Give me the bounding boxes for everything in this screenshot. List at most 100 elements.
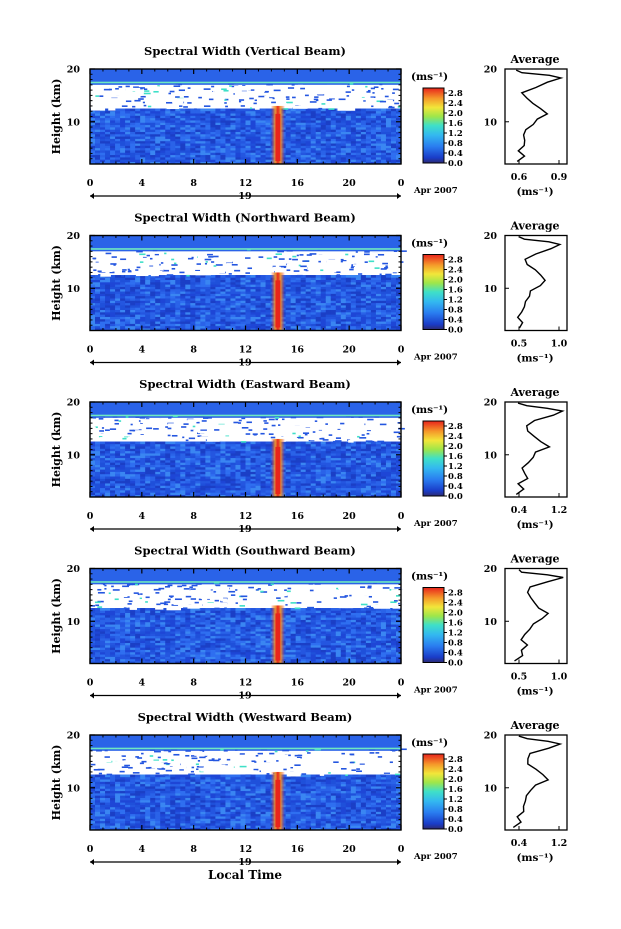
heatmap-cell	[110, 487, 116, 491]
heatmap-cell	[155, 115, 161, 119]
heatmap-cell	[230, 480, 236, 484]
heatmap-speckle	[208, 256, 214, 258]
heatmap-cell	[255, 140, 261, 144]
heatmap-cell	[150, 476, 156, 479]
y-tick-label: 10	[67, 284, 81, 295]
heatmap-cell	[150, 284, 156, 287]
heatmap-cell	[95, 450, 101, 454]
heatmap-speckle	[143, 88, 148, 91]
heatmap-cell	[120, 108, 126, 112]
heatmap-cell	[130, 279, 136, 283]
heatmap-cell	[130, 321, 136, 324]
heatmap-cell	[90, 471, 96, 475]
heatmap-cell	[185, 460, 191, 463]
heatmap-cell	[100, 157, 106, 160]
heatmap-cell	[210, 288, 216, 292]
heatmap-cell	[235, 282, 241, 285]
heatmap-cell	[345, 295, 352, 299]
heatmap-cell	[305, 293, 312, 297]
heatmap-speckle	[224, 98, 229, 101]
heatmap-cell	[310, 314, 317, 317]
heatmap-cell	[210, 441, 216, 445]
heatmap-cell	[195, 275, 201, 278]
heatmap-cell	[215, 487, 221, 491]
heatmap-speckle	[111, 256, 117, 258]
heatmap-cell	[310, 316, 317, 320]
heatmap-cell	[140, 328, 146, 331]
heatmap-cell	[235, 152, 241, 156]
heatmap-cell	[210, 131, 216, 135]
heatmap-cell	[170, 462, 176, 465]
heatmap-cell	[150, 323, 156, 327]
heatmap-cell	[325, 295, 332, 299]
heatmap-cell	[255, 159, 261, 162]
heatmap-cell	[395, 145, 402, 149]
heatmap-cell	[315, 157, 322, 160]
heatmap-cell	[95, 492, 101, 495]
heatmap-cell	[295, 157, 301, 160]
heatmap-cell	[105, 295, 111, 299]
heatmap-cell	[325, 147, 332, 151]
heatmap-speckle	[223, 89, 229, 92]
heatmap-cell	[265, 450, 271, 454]
heatmap-cell	[200, 152, 206, 156]
heatmap-cell	[145, 457, 151, 461]
heatmap-cell	[395, 117, 402, 121]
heatmap-cell	[110, 305, 116, 308]
heatmap-cell	[300, 318, 306, 322]
heatmap-cell	[110, 293, 116, 297]
heatmap-cell	[370, 288, 377, 292]
heatmap-cell	[360, 300, 367, 304]
missing-data-gap	[136, 272, 149, 277]
heatmap-cell	[320, 133, 327, 137]
heatmap-cell	[230, 288, 236, 292]
heatmap-cell	[365, 279, 372, 283]
colorbar-tick-label: 2.8	[448, 256, 463, 266]
heatmap-cell	[235, 309, 241, 313]
heatmap-cell	[105, 300, 111, 304]
heatmap-cell	[140, 494, 146, 498]
missing-data-gap	[307, 265, 319, 271]
heatmap-cell	[215, 120, 221, 123]
heatmap-cell	[135, 455, 141, 459]
heatmap-cell	[255, 291, 261, 294]
heatmap-cell	[130, 161, 136, 165]
heatmap-cell	[105, 483, 111, 486]
heatmap-cell	[160, 291, 166, 294]
heatmap-speckle	[231, 263, 238, 266]
heatmap-cell	[230, 161, 236, 165]
heatmap-cell	[285, 145, 291, 149]
heatmap-cell	[370, 150, 377, 153]
heatmap-cell	[180, 282, 186, 285]
heatmap-cell	[195, 277, 201, 281]
heatmap-cell	[210, 443, 216, 447]
heatmap-cell	[245, 485, 251, 489]
heatmap-cell	[180, 302, 186, 306]
heatmap-cell	[335, 323, 342, 327]
heatmap-cell	[210, 316, 216, 320]
heatmap-cell	[170, 120, 176, 123]
heatmap-cell	[355, 291, 362, 294]
heatmap-cell	[170, 282, 176, 285]
heatmap-cell	[370, 143, 377, 146]
heatmap-cell	[125, 127, 131, 130]
heatmap-cell	[210, 485, 216, 489]
heatmap-cell	[235, 131, 241, 135]
heatmap-cell	[205, 295, 211, 299]
heatmap-cell	[360, 127, 367, 130]
heatmap-cell	[145, 140, 151, 144]
heatmap-cell	[370, 113, 377, 116]
x-tick-label: 12	[239, 345, 252, 356]
heatmap-cell	[110, 321, 116, 324]
heatmap-speckle	[171, 264, 178, 266]
heatmap-cell	[205, 312, 211, 315]
heatmap-cell	[205, 138, 211, 142]
heatmap-cell	[185, 328, 191, 331]
heatmap-cell	[300, 464, 306, 468]
heatmap-speckle	[286, 249, 293, 252]
heatmap-cell	[235, 288, 241, 292]
heatmap-cell	[360, 136, 367, 139]
heatmap-cell	[100, 473, 106, 477]
heatmap-cell	[345, 302, 352, 306]
heatmap-cell	[310, 441, 317, 445]
